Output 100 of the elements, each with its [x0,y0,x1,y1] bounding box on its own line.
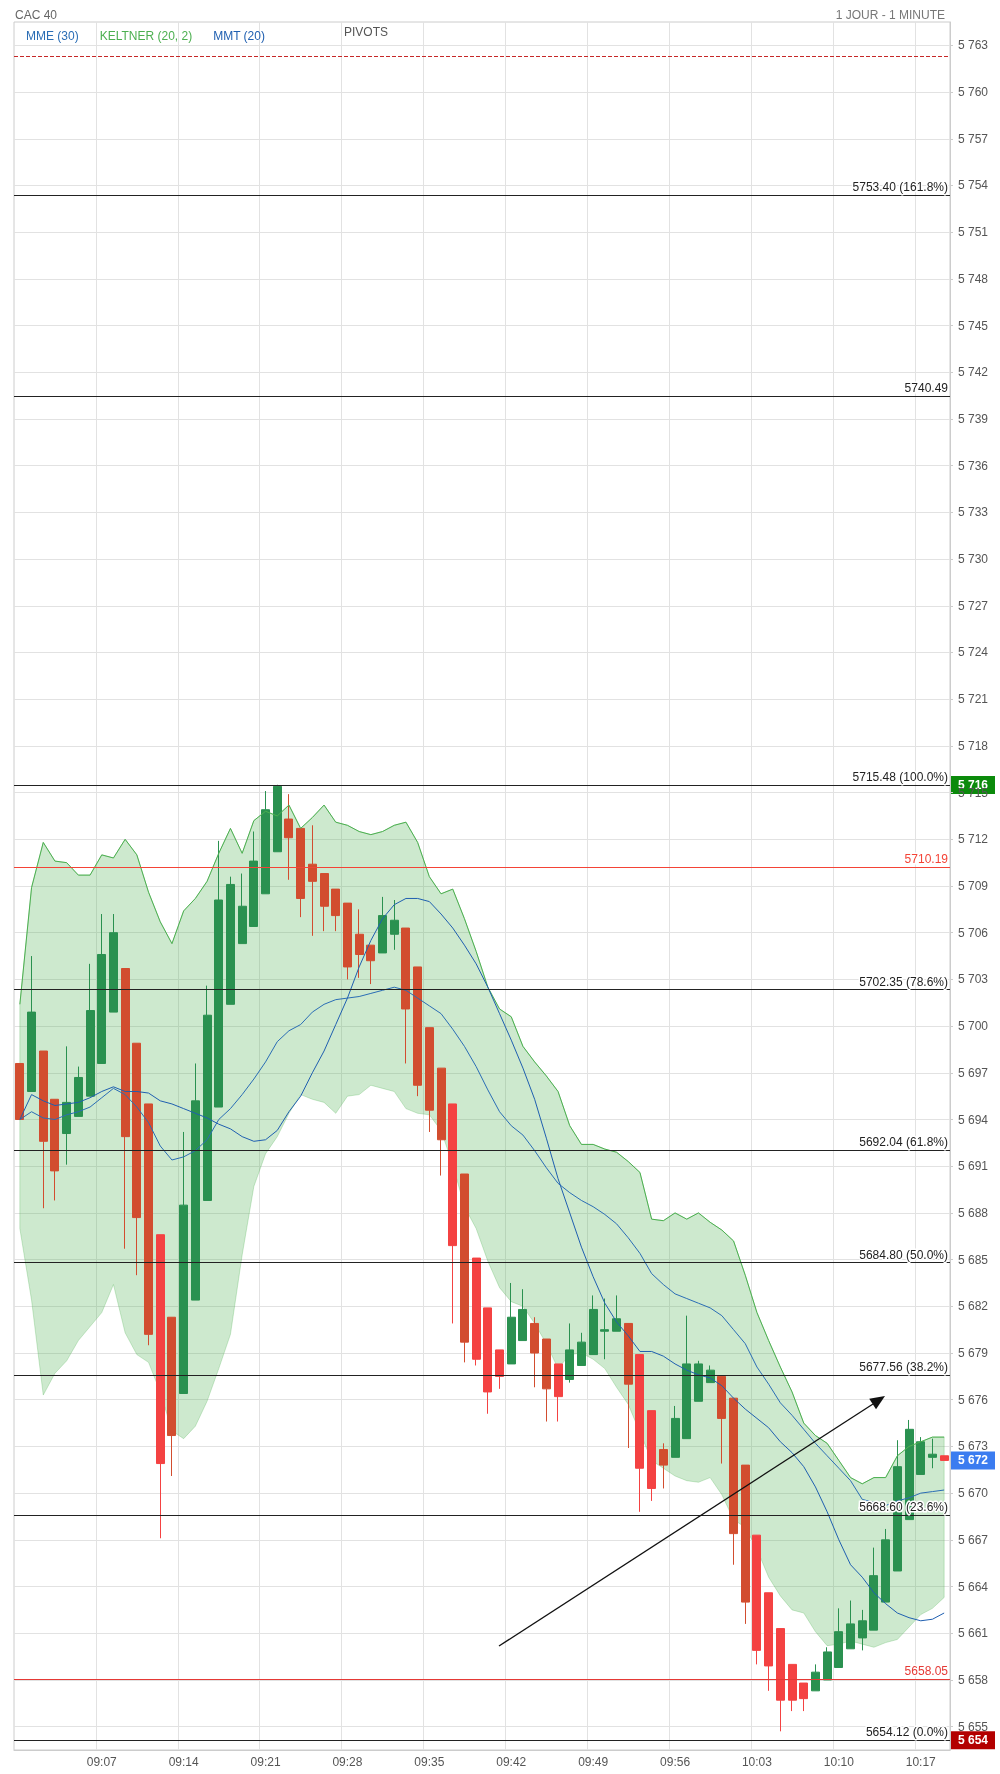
candlestick [682,1315,691,1440]
candlestick [869,1547,878,1631]
candlestick [788,1663,797,1712]
candlestick [472,1257,481,1366]
candlestick [589,1294,598,1356]
candlestick [179,1131,188,1394]
ref-line-label: 5753.40 (161.8%) [852,179,948,194]
ref-line-label: 5658.05 [904,1664,949,1679]
y-tick-label: 5 754 [958,178,989,193]
candlestick [390,899,399,951]
x-tick-label: 09:56 [660,1755,691,1769]
candlestick [811,1663,820,1692]
chart-subtitle: 1 JOUR - 1 MINUTE [835,8,945,22]
candlestick [752,1534,761,1665]
y-tick-label: 5 748 [958,271,989,286]
y-tick-label: 5 691 [958,1159,989,1174]
text: KELTNER (20, 2) [99,29,193,43]
y-tick-label: 5 667 [958,1532,989,1547]
y-tick-label: 5 712 [958,832,989,847]
ref-line-label: 5715.48 (100.0%) [852,770,948,785]
y-tick-label: 5 703 [958,972,989,987]
candlestick [144,1103,153,1346]
candlestick [284,793,293,881]
candlestick [121,968,130,1250]
candlestick [331,888,340,932]
ref-line-label: 5702.35 (78.6%) [859,974,948,989]
candlestick [425,1027,434,1133]
candlestick [308,824,317,937]
candlestick [916,1436,925,1475]
candlestick [530,1316,539,1388]
candlestick [62,1045,71,1166]
candlestick [366,944,375,985]
candlestick [156,1234,165,1539]
x-tick-label: 09:35 [414,1755,445,1769]
y-tick-label: 5 661 [958,1626,989,1641]
y-tick-label: 5 682 [958,1299,989,1314]
candlestick [565,1322,574,1384]
candlestick [940,1455,949,1461]
candlestick [203,985,212,1201]
y-tick-label: 5 721 [958,692,989,707]
candlestick [15,1062,24,1121]
ref-line-label: 5710.19 [904,852,949,867]
candlestick [542,1338,551,1423]
candlestick [881,1528,890,1603]
candlestick [296,827,305,918]
y-tick-label: 5 736 [958,458,989,473]
text: MMT (20) [213,29,265,43]
candlestick [448,1103,457,1324]
candlestick [659,1442,668,1489]
x-tick-label: 10:17 [905,1755,937,1769]
y-tick-label: 5 676 [958,1392,989,1407]
y-tick-label: 5 688 [958,1205,989,1220]
candlestick [261,790,270,895]
candlestick [460,1173,469,1363]
y-tick-label: 5 751 [958,225,989,240]
y-tick-label: 5 745 [958,318,989,333]
ref-line-label: 5740.49 [904,380,949,395]
candlestick [86,963,95,1097]
y-tick-label: 5 670 [958,1486,989,1501]
y-tick-label: 5 709 [958,879,989,893]
candlestick [39,1050,48,1209]
candlestick [378,896,387,954]
x-tick-label: 09:21 [250,1755,281,1769]
candlestick [858,1609,867,1651]
candlestick [624,1322,633,1449]
y-tick-label: 5 763 [958,38,989,53]
x-tick-label: 09:14 [168,1755,199,1769]
y-tick-label: 5 760 [958,85,989,100]
candlestick [167,1316,176,1477]
candlestick [694,1360,703,1402]
y-tick-label: 5 742 [958,365,989,380]
candlestick [671,1405,680,1458]
candlestick [741,1464,750,1625]
candlestick [50,1098,59,1201]
y-tick-label: 5 685 [958,1252,989,1267]
y-tick-label: 5 673 [958,1439,989,1454]
x-tick-label: 09:49 [578,1755,609,1769]
candlestick [343,902,352,980]
text: MME (30) [26,29,79,43]
candlestick [401,927,410,1064]
y-tick-label: 5 664 [958,1579,989,1594]
y-tick-label: 5 655 [958,1719,989,1734]
candlestick [600,1298,609,1360]
chart-title: CAC 40 [15,8,58,22]
y-tick-label: 5 694 [958,1112,989,1127]
candlestick [97,913,106,1064]
y-tick-label: 5 727 [958,598,989,613]
candlestick [495,1349,504,1390]
candlestick [518,1288,527,1342]
candlestick [437,1067,446,1177]
annotation: PIVOTS [344,25,389,39]
x-tick-label: 10:10 [823,1755,855,1769]
y-tick-label: 5 706 [958,925,989,940]
candlestick [507,1282,516,1365]
candlestick [320,873,329,932]
ref-line-label: 5684.80 (50.0%) [859,1247,948,1262]
ref-line-label: 5692.04 (61.8%) [859,1135,948,1150]
candlestick [577,1332,586,1366]
annotation: 5 654 [958,1733,989,1748]
y-tick-label: 5 730 [958,552,989,567]
